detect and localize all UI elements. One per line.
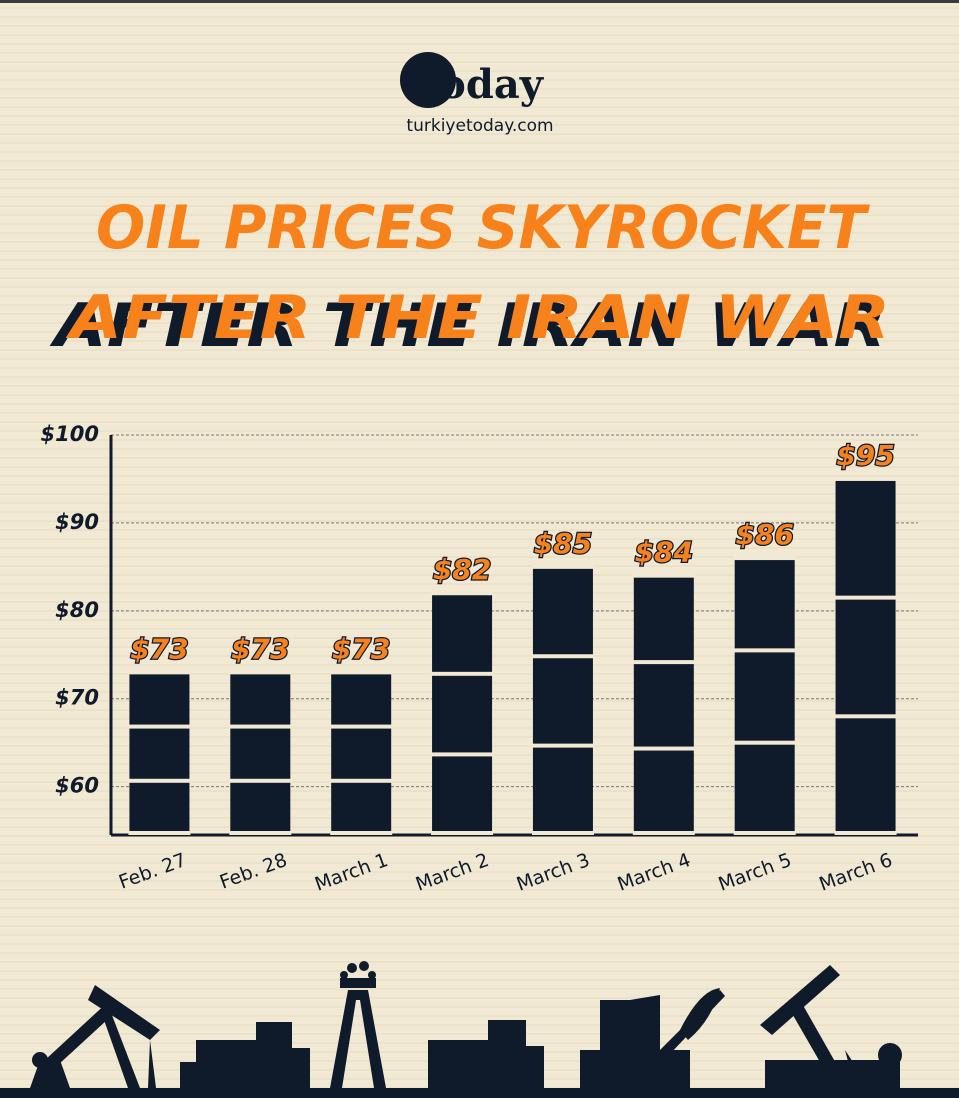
barrel-hoop bbox=[128, 778, 191, 783]
barrel-hoop bbox=[834, 595, 897, 600]
barrel-hoop bbox=[733, 831, 796, 835]
tanks bbox=[428, 1020, 544, 1088]
pumpjack-wheel bbox=[32, 1052, 48, 1068]
top-border bbox=[0, 0, 959, 3]
barrel-hoop bbox=[128, 670, 191, 675]
barrel-hoop bbox=[531, 654, 594, 659]
bar bbox=[432, 593, 493, 835]
barrel-hoop bbox=[733, 556, 796, 561]
bar bbox=[633, 575, 694, 835]
y-tick-label: $70 bbox=[55, 686, 99, 710]
oil-silhouettes bbox=[0, 961, 959, 1098]
barrel-hoop bbox=[128, 724, 191, 729]
pumpjack bbox=[30, 985, 160, 1088]
barrel-hoop bbox=[733, 648, 796, 653]
bar bbox=[532, 566, 593, 835]
pumpjack bbox=[760, 965, 900, 1088]
title-shadow: AFTER THE IRAN WAR bbox=[49, 291, 886, 361]
barrel-hoop bbox=[531, 564, 594, 569]
title-line: AFTER THE IRAN WAR bbox=[66, 283, 890, 353]
barrel-hoop bbox=[632, 573, 695, 578]
logo-circle bbox=[400, 52, 456, 108]
value-label: $85 bbox=[534, 527, 592, 560]
barrel-hoop bbox=[531, 743, 594, 748]
barrel-hoop bbox=[128, 831, 191, 835]
logo: Today turkiyetoday.com bbox=[400, 52, 554, 136]
barrel-hoop bbox=[834, 714, 897, 719]
barrel-hoop bbox=[431, 591, 494, 596]
drop bbox=[340, 971, 348, 979]
bar bbox=[835, 478, 896, 835]
barrel-hoop bbox=[229, 724, 292, 729]
y-tick-label: $90 bbox=[55, 510, 99, 534]
barrel-hoop bbox=[632, 831, 695, 835]
barrel-hoop bbox=[330, 724, 393, 729]
bar bbox=[331, 672, 392, 835]
y-tick-label: $80 bbox=[55, 598, 99, 622]
value-label: $73 bbox=[231, 632, 289, 665]
brand-name: Today bbox=[414, 61, 545, 108]
bar bbox=[129, 672, 190, 835]
value-label: $73 bbox=[130, 632, 188, 665]
value-label: $82 bbox=[433, 553, 491, 586]
drop bbox=[368, 971, 376, 979]
barrel-hoop bbox=[431, 671, 494, 676]
bar bbox=[734, 558, 795, 835]
barrel-hoop bbox=[330, 778, 393, 783]
oil-rig bbox=[580, 990, 725, 1088]
bar bbox=[230, 672, 291, 835]
tanks bbox=[180, 1022, 310, 1088]
pumpjack-wheel bbox=[878, 1043, 902, 1067]
barrel-hoop bbox=[229, 778, 292, 783]
barrel-hoop bbox=[834, 476, 897, 481]
barrel-hoop bbox=[733, 740, 796, 745]
barrel-hoop bbox=[229, 670, 292, 675]
barrel-hoop bbox=[330, 670, 393, 675]
barrel-hoop bbox=[431, 831, 494, 835]
title-line: OIL PRICES SKYROCKET bbox=[96, 193, 870, 263]
drop bbox=[359, 961, 369, 971]
ground bbox=[0, 1088, 959, 1098]
drop bbox=[347, 963, 357, 973]
y-tick-label: $100 bbox=[41, 422, 99, 446]
value-label: $95 bbox=[836, 439, 894, 472]
value-label: $86 bbox=[735, 518, 793, 551]
y-tick-label: $60 bbox=[55, 774, 99, 798]
barrel-hoop bbox=[330, 831, 393, 835]
barrel-hoop bbox=[632, 746, 695, 751]
derrick bbox=[330, 978, 386, 1088]
barrel-hoop bbox=[632, 660, 695, 665]
value-label: $73 bbox=[332, 632, 390, 665]
rig-mast bbox=[680, 988, 720, 1040]
barrel-hoop bbox=[229, 831, 292, 835]
brand-url: turkiyetoday.com bbox=[406, 116, 553, 136]
barrel-hoop bbox=[531, 831, 594, 835]
barrel-hoop bbox=[834, 831, 897, 835]
value-label: $84 bbox=[635, 536, 693, 569]
barrel-hoop bbox=[431, 752, 494, 757]
